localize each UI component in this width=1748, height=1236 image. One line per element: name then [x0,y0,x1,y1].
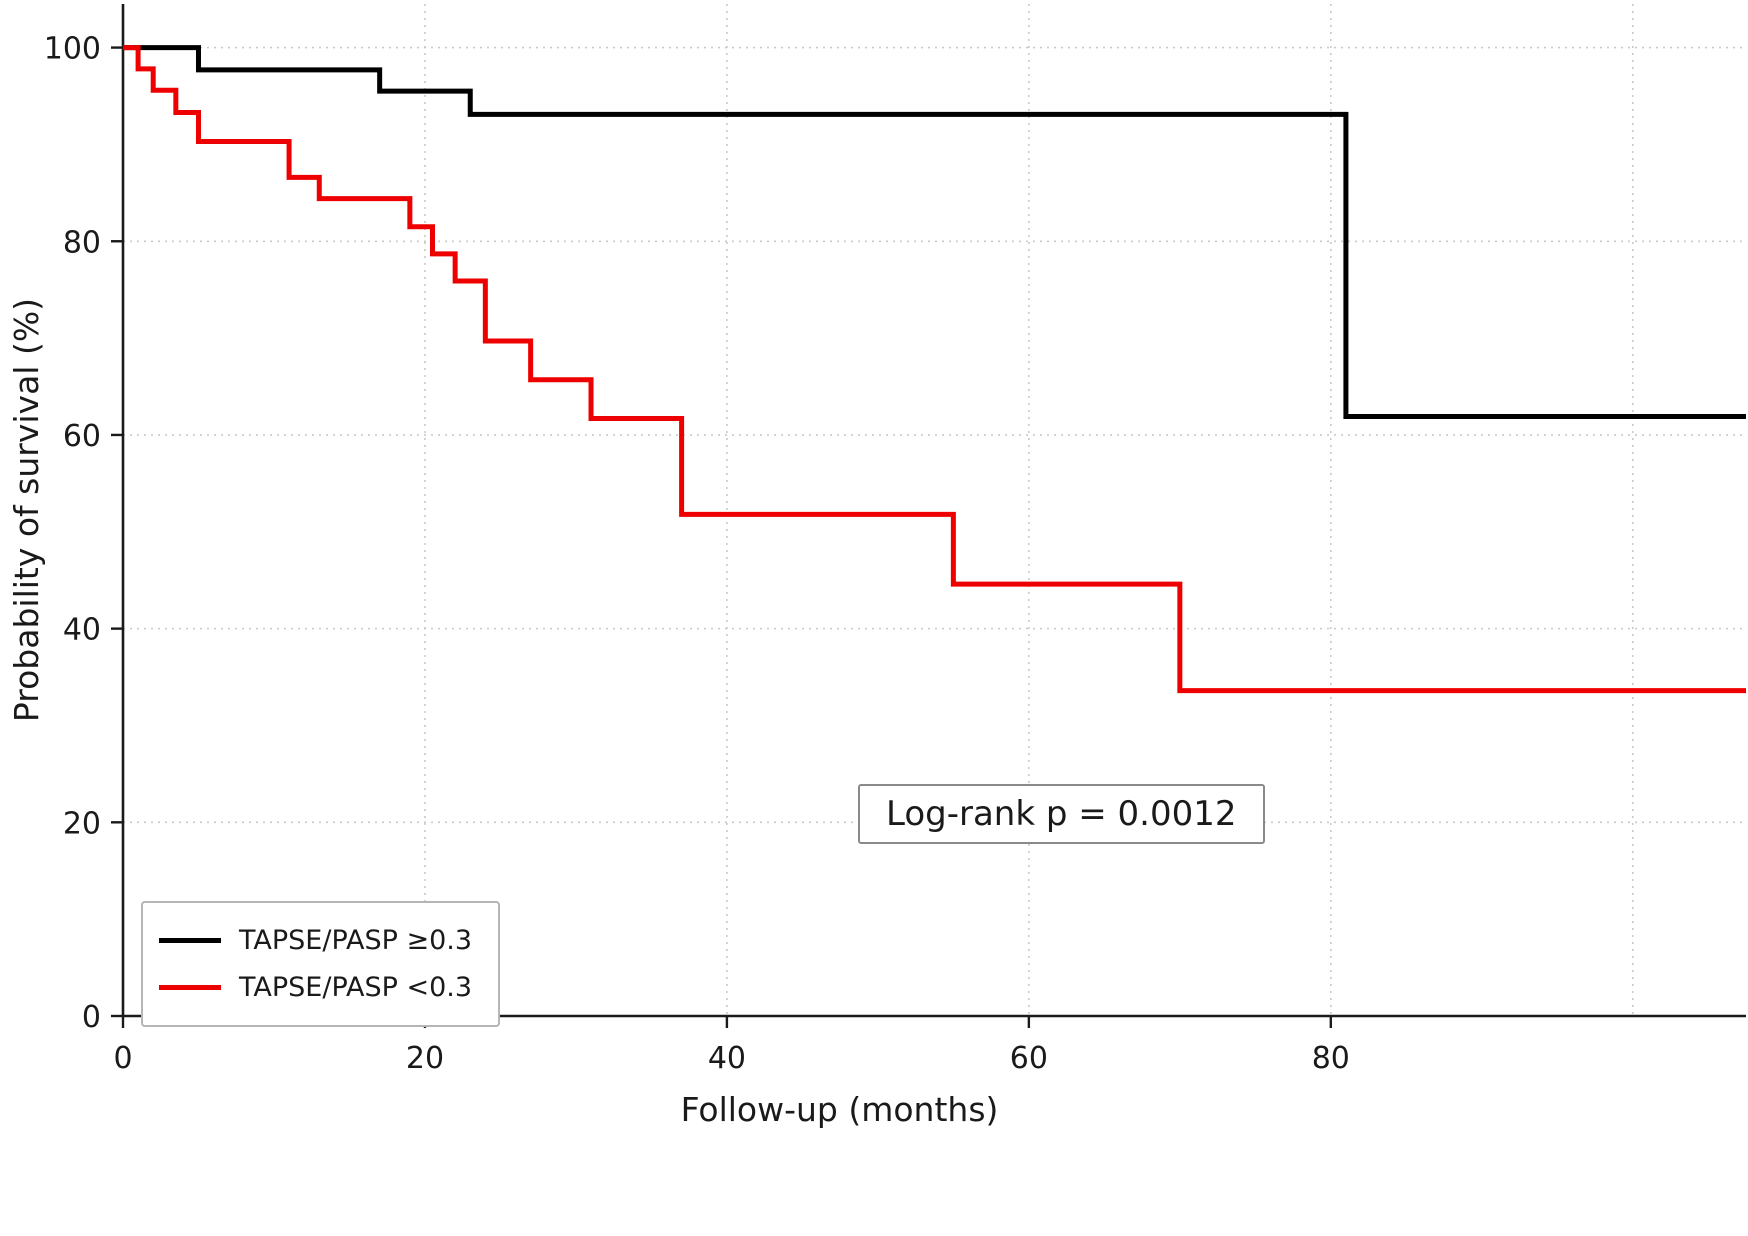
svg-text:100: 100 [44,32,101,67]
legend-label: TAPSE/PASP ≥0.3 [239,925,473,956]
svg-text:60: 60 [1010,1041,1048,1076]
svg-text:80: 80 [1312,1041,1350,1076]
tick-marks-and-labels: 0 20 40 60 80 0 20 40 60 80 100 [44,32,1350,1076]
gridlines [123,4,1746,1016]
legend-item-tapse-ge-03: TAPSE/PASP ≥0.3 [159,917,472,964]
svg-text:20: 20 [406,1041,444,1076]
svg-text:40: 40 [63,613,101,648]
svg-text:20: 20 [63,806,101,841]
legend-label: TAPSE/PASP <0.3 [239,972,473,1003]
legend: TAPSE/PASP ≥0.3 TAPSE/PASP <0.3 [141,901,501,1027]
legend-swatch-black-line [159,938,221,943]
svg-text:0: 0 [82,1000,101,1035]
svg-text:40: 40 [708,1041,746,1076]
log-rank-annotation: Log-rank p = 0.0012 [858,784,1265,844]
svg-text:60: 60 [63,419,101,454]
survival-curve [123,45,1746,420]
y-axis-title: Probability of survival (%) [7,298,46,722]
survival-curves [123,45,1746,694]
axes [121,4,1746,1018]
legend-item-tapse-lt-03: TAPSE/PASP <0.3 [159,964,472,1011]
x-axis-title: Follow-up (months) [681,1090,999,1129]
svg-text:0: 0 [113,1041,132,1076]
survival-curve [123,45,1746,694]
log-rank-annotation-text: Log-rank p = 0.0012 [886,794,1237,834]
svg-text:80: 80 [63,225,101,260]
legend-swatch-red-line [159,985,221,990]
